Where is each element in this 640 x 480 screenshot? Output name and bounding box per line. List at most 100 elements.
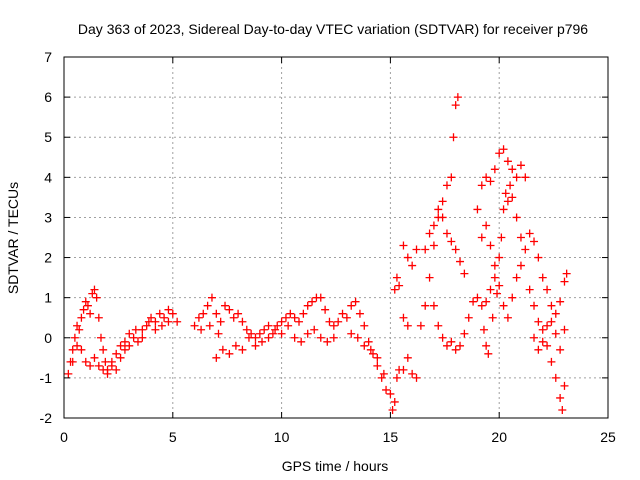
data-point — [488, 313, 497, 322]
y-tick-label: 1 — [44, 290, 52, 306]
x-axis-label: GPS time / hours — [282, 458, 389, 474]
data-point — [373, 353, 382, 362]
data-point — [338, 309, 347, 318]
data-point — [447, 173, 456, 182]
grid — [64, 57, 608, 418]
data-point — [429, 221, 438, 230]
data-point — [525, 229, 534, 238]
data-point — [229, 313, 238, 322]
data-point — [377, 373, 386, 382]
data-point — [271, 325, 280, 334]
data-point — [538, 273, 547, 282]
data-point — [425, 273, 434, 282]
data-point — [238, 345, 247, 354]
data-point — [408, 369, 417, 378]
data-point — [434, 321, 443, 330]
data-point — [151, 325, 160, 334]
data-point — [173, 317, 182, 326]
data-point — [429, 301, 438, 310]
data-point — [392, 373, 401, 382]
y-tick-label: 6 — [44, 89, 52, 105]
data-point — [438, 197, 447, 206]
data-point — [329, 333, 338, 342]
data-point — [386, 389, 395, 398]
data-point — [373, 361, 382, 370]
data-point — [534, 253, 543, 262]
data-point — [147, 313, 156, 322]
data-point — [94, 313, 103, 322]
data-point — [225, 349, 234, 358]
data-point — [264, 333, 273, 342]
data-point — [442, 229, 451, 238]
data-point — [499, 145, 508, 154]
data-point — [416, 321, 425, 330]
data-point — [234, 309, 243, 318]
data-point — [68, 345, 77, 354]
data-point — [329, 321, 338, 330]
series-sdtvar — [64, 93, 571, 414]
data-point — [392, 273, 401, 282]
data-point — [482, 341, 491, 350]
data-point — [321, 305, 330, 314]
data-point — [303, 329, 312, 338]
data-point — [96, 333, 105, 342]
data-point — [364, 337, 373, 346]
data-point — [521, 173, 530, 182]
data-point — [125, 341, 134, 350]
data-point — [355, 309, 364, 318]
data-point — [277, 317, 286, 326]
data-point — [477, 233, 486, 242]
data-point — [403, 253, 412, 262]
data-point — [503, 313, 512, 322]
data-point — [530, 301, 539, 310]
data-point — [133, 337, 142, 346]
data-point — [112, 365, 121, 374]
y-tick-label: 3 — [44, 209, 52, 225]
data-point — [131, 325, 140, 334]
data-point — [538, 337, 547, 346]
x-tick-label: 0 — [60, 429, 68, 445]
data-point — [164, 305, 173, 314]
chart-title: Day 363 of 2023, Sidereal Day-to-day VTE… — [78, 21, 588, 37]
data-point — [421, 301, 430, 310]
data-point — [75, 325, 84, 334]
data-point — [244, 333, 253, 342]
data-point — [521, 245, 530, 254]
data-point — [284, 321, 293, 330]
data-point — [351, 297, 360, 306]
data-point — [560, 381, 569, 390]
data-point — [547, 357, 556, 366]
x-tick-labels: 0 5 10 15 20 25 — [60, 429, 616, 445]
data-point — [194, 313, 203, 322]
data-point — [530, 333, 539, 342]
x-tick-label: 5 — [169, 429, 177, 445]
data-point — [86, 361, 95, 370]
plot-frame — [63, 56, 609, 419]
data-point — [297, 337, 306, 346]
data-point — [77, 345, 86, 354]
data-point — [495, 253, 504, 262]
data-point — [68, 357, 77, 366]
data-point — [199, 309, 208, 318]
data-point — [543, 341, 552, 350]
data-point — [447, 237, 456, 246]
data-point — [503, 157, 512, 166]
data-point — [247, 329, 256, 338]
data-point — [214, 329, 223, 338]
data-point — [534, 345, 543, 354]
data-point — [556, 345, 565, 354]
data-point — [308, 297, 317, 306]
data-point — [116, 341, 125, 350]
data-point — [497, 233, 506, 242]
data-point — [86, 309, 95, 318]
data-point — [90, 285, 99, 294]
data-point — [479, 325, 488, 334]
data-point — [434, 205, 443, 214]
data-point — [286, 309, 295, 318]
data-point — [508, 293, 517, 302]
data-point — [556, 393, 565, 402]
data-point — [168, 309, 177, 318]
data-point — [125, 329, 134, 338]
data-point — [403, 353, 412, 362]
data-point — [258, 337, 267, 346]
